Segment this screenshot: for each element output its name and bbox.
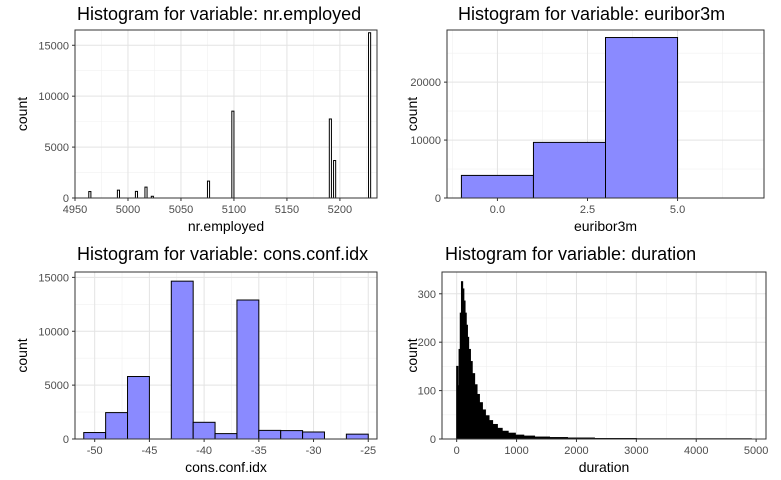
- chart-title: Histogram for variable: duration: [445, 244, 696, 264]
- y-tick-label: 0: [430, 434, 436, 446]
- histogram-bar: [214, 433, 238, 440]
- histogram-bar: [170, 280, 194, 440]
- histogram-bar: [105, 412, 129, 440]
- y-tick-label: 300: [418, 289, 436, 301]
- x-tick-label: 5200: [328, 204, 352, 216]
- x-tick-label: 4000: [684, 445, 708, 457]
- histogram-bar: [605, 37, 679, 199]
- x-tick-label: 2.5: [580, 204, 595, 216]
- histogram-bar: [345, 433, 369, 440]
- y-axis-title: count: [404, 338, 420, 372]
- histogram-bar: [333, 160, 337, 199]
- y-tick-label: 10000: [410, 135, 441, 147]
- y-tick-label: 0: [63, 193, 69, 205]
- x-axis-title: duration: [579, 459, 630, 475]
- histogram-bar: [460, 174, 534, 199]
- chart-title: Histogram for variable: nr.employed: [77, 4, 361, 24]
- cons-conf-idx-histogram: Histogram for variable: cons.conf.idx -50…: [14, 244, 378, 475]
- panel-border: [441, 271, 767, 440]
- x-axis-title: cons.conf.idx: [185, 459, 267, 475]
- y-tick-label: 0: [435, 193, 441, 205]
- x-tick-label: -45: [141, 445, 157, 457]
- histogram-bar: [492, 423, 498, 440]
- x-tick-label: 2000: [564, 445, 588, 457]
- x-tick-label: 0.0: [490, 204, 505, 216]
- panel-border: [74, 29, 378, 199]
- x-tick-label: -40: [196, 445, 212, 457]
- x-tick-label: 5050: [169, 204, 193, 216]
- histogram-bar: [192, 421, 216, 440]
- x-tick-label: -35: [251, 445, 267, 457]
- histogram-bar: [236, 299, 260, 440]
- x-tick-label: 5150: [275, 204, 299, 216]
- y-tick-label: 20000: [410, 77, 441, 89]
- x-axis-title: euribor3m: [574, 218, 637, 234]
- y-axis-title: count: [14, 338, 30, 372]
- histogram-bar: [88, 191, 92, 199]
- plot-background: [442, 272, 766, 439]
- x-tick-label: 1000: [504, 445, 528, 457]
- histogram-bar: [258, 429, 282, 440]
- y-tick-label: 15000: [38, 40, 69, 52]
- histogram-bar: [507, 432, 516, 440]
- y-tick-label: 10000: [38, 91, 69, 103]
- x-axis-title: nr.employed: [188, 218, 264, 234]
- x-tick-label: 3000: [624, 445, 648, 457]
- histogram-bar: [144, 186, 148, 199]
- panel-border: [74, 271, 378, 440]
- chart-title: Histogram for variable: cons.conf.idx: [77, 244, 368, 264]
- x-tick-label: -50: [87, 445, 103, 457]
- chart-title: Histogram for variable: euribor3m: [458, 4, 725, 24]
- histogram-bar: [514, 434, 525, 440]
- histogram-bar: [134, 190, 139, 199]
- histogram-bar: [368, 32, 372, 199]
- x-tick-label: 5100: [222, 204, 246, 216]
- x-tick-label: 4950: [63, 204, 87, 216]
- histogram-bar: [496, 427, 503, 440]
- histogram-bar: [280, 430, 304, 440]
- y-tick-label: 200: [418, 337, 436, 349]
- histogram-bar: [116, 189, 121, 199]
- y-tick-label: 0: [63, 434, 69, 446]
- plot-background: [75, 272, 377, 439]
- histogram-bar: [484, 415, 490, 440]
- histogram-bar: [302, 431, 325, 440]
- panel-border: [446, 29, 765, 199]
- histogram-bar: [501, 430, 509, 440]
- y-axis-title: count: [404, 97, 420, 131]
- histogram-bar: [127, 376, 150, 440]
- x-tick-label: 5000: [744, 445, 768, 457]
- x-tick-label: 5.0: [670, 204, 685, 216]
- y-tick-label: 15000: [38, 272, 69, 284]
- nr-employed-histogram: Histogram for variable: nr.employed 4950 5…: [14, 4, 378, 234]
- histogram-bar: [532, 141, 606, 199]
- plot-background: [75, 30, 377, 198]
- histogram-bar: [488, 420, 494, 440]
- y-tick-label: 5000: [45, 142, 69, 154]
- y-tick-label: 5000: [45, 380, 69, 392]
- x-tick-label: 0: [454, 445, 460, 457]
- histogram-bar: [328, 118, 332, 199]
- y-axis-title: count: [14, 97, 30, 131]
- histogram-bar: [231, 110, 235, 199]
- x-tick-label: -25: [360, 445, 376, 457]
- euribor3m-histogram: Histogram for variable: euribor3m 0.0 2.5 5…: [404, 4, 765, 234]
- y-tick-label: 10000: [38, 326, 69, 338]
- y-tick-label: 100: [418, 386, 436, 398]
- x-tick-label: -30: [306, 445, 322, 457]
- x-tick-label: 5000: [116, 204, 140, 216]
- histogram-bar: [83, 432, 107, 440]
- histogram-bar: [206, 180, 211, 199]
